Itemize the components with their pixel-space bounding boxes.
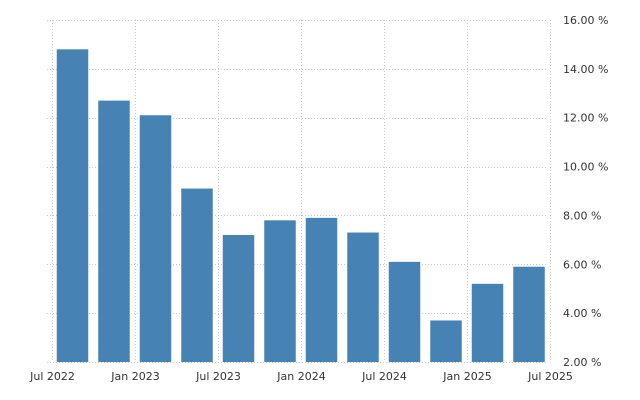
x-axis-labels: Jul 2022 Jan 2023 Jul 2023 Jan 2024 Jul 2024…	[29, 370, 573, 383]
y-tick-label: 4.00 %	[563, 307, 601, 320]
bars	[56, 49, 545, 363]
bar-q2-2023	[181, 188, 213, 362]
x-tick-label: Jul 2023	[195, 370, 241, 383]
y-tick-label: 14.00 %	[563, 63, 608, 76]
y-tick-label: 10.00 %	[563, 161, 608, 174]
bar-q3-2022	[56, 49, 89, 363]
x-tick-label: Jan 2023	[110, 370, 159, 383]
x-tick-label: Jan 2024	[276, 370, 325, 383]
bar-q3-2023	[222, 234, 255, 362]
x-tick-label: Jan 2025	[442, 370, 491, 383]
x-tick-label: Jul 2022	[29, 370, 75, 383]
bar-q2-2025	[513, 266, 545, 362]
y-tick-label: 12.00 %	[563, 112, 608, 125]
y-tick-label: 8.00 %	[563, 209, 601, 222]
grid	[47, 20, 551, 363]
y-tick-label: 6.00 %	[563, 258, 601, 271]
y-axis-labels: 2.00 % 4.00 % 6.00 % 8.00 % 10.00 % 12.00 % 14…	[563, 14, 608, 369]
y-tick-label: 16.00 %	[563, 14, 608, 27]
bar-q2-2024	[347, 232, 379, 362]
bar-q1-2024	[305, 217, 338, 362]
bar-q1-2025	[471, 283, 504, 362]
bar-q3-2024	[388, 261, 421, 362]
bar-q4-2024	[430, 320, 462, 362]
x-tick-label: Jul 2024	[361, 370, 407, 383]
bar-q4-2022	[98, 100, 130, 362]
x-tick-label: Jul 2025	[527, 370, 573, 383]
bar-q1-2023	[139, 115, 172, 363]
bar-q4-2023	[264, 220, 296, 362]
y-tick-label: 2.00 %	[563, 356, 601, 369]
